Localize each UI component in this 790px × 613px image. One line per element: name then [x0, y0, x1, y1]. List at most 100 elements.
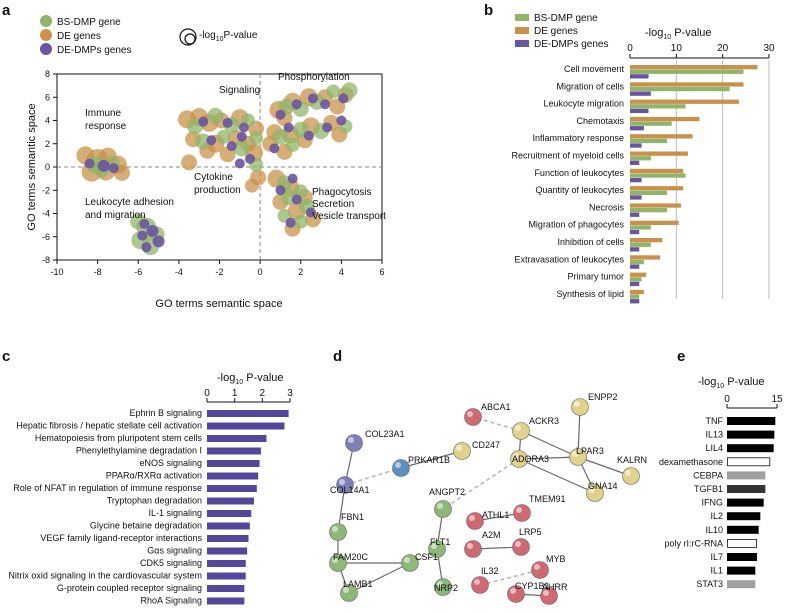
node-label: ABCA1 — [481, 402, 511, 412]
point-dedmp — [146, 224, 159, 237]
a-ytick-label: -2 — [42, 185, 50, 195]
a-xtick-label: 0 — [258, 267, 263, 277]
node-label: LPAR3 — [576, 446, 604, 456]
b-bar-dedmp — [630, 212, 640, 217]
legend-b-swatch-bs — [515, 14, 529, 21]
c-bar — [207, 547, 248, 555]
legend-a-swatch-de — [40, 29, 52, 41]
panel-label-a: a — [2, 2, 11, 19]
node-ackr3 — [512, 422, 530, 440]
c-xtick-label: 3 — [287, 388, 293, 399]
node-highlight — [437, 581, 443, 587]
b-bar-de — [630, 203, 681, 208]
node-label: A2M — [482, 530, 501, 540]
annot-cytokine-2: production — [194, 185, 241, 196]
node-highlight — [343, 587, 349, 593]
b-bar-bs — [630, 225, 651, 230]
b-bar-de — [630, 238, 663, 243]
e-bar-black — [727, 498, 764, 507]
b-category-label: Cell movement — [564, 64, 625, 74]
e-bar-black — [727, 525, 759, 534]
node-highlight — [513, 453, 519, 459]
b-bar-bs — [630, 173, 686, 178]
node-cd247 — [453, 442, 471, 460]
c-bar — [207, 422, 285, 430]
a-y-ticks: -8 -6 -4 -2 0 2 4 6 8 — [42, 69, 57, 265]
node-label: COL23A1 — [365, 429, 405, 439]
node-highlight — [332, 526, 338, 532]
c-bar — [207, 572, 246, 580]
network-edge — [518, 458, 596, 494]
node-tmem91 — [513, 504, 531, 522]
a-ytick-label: 4 — [45, 116, 50, 126]
node-highlight — [510, 588, 516, 594]
b-category-label: Necrosis — [589, 202, 625, 212]
annot-immune-2: response — [85, 121, 127, 132]
b-xtick-label: 10 — [671, 43, 683, 54]
e-bar-black — [727, 417, 776, 425]
b-category-label: Primary tumor — [567, 272, 624, 282]
node-highlight — [516, 507, 522, 513]
b-category-label: Function of leukocytes — [534, 168, 624, 178]
bar-chart-b: 0 10 20 30 Cell movement Migration of cells Le… — [511, 43, 775, 304]
node-highlight — [469, 515, 475, 521]
point-dedmp — [338, 93, 349, 104]
a-ytick-label: 0 — [45, 162, 50, 172]
e-bar-open — [727, 457, 771, 467]
legend-a: BS-DMP gene DE genes DE-DMPs genes -log1… — [40, 15, 258, 56]
network-edge — [344, 467, 402, 486]
node-angpt2 — [434, 500, 452, 518]
b-bar-bs — [630, 69, 744, 74]
panel-label-c: c — [2, 348, 10, 365]
point-dedmp — [206, 135, 217, 146]
node-label: COL14A1 — [330, 485, 370, 495]
c-bar — [207, 585, 245, 592]
b-bar-bs — [630, 294, 640, 299]
c-bar — [207, 510, 252, 517]
b-category-label: Synthesis of lipid — [556, 289, 624, 299]
network-edge — [577, 456, 632, 477]
c-category-label: RhoA Signaling — [140, 596, 202, 606]
a-xtick-label: -10 — [50, 267, 63, 277]
node-label: AHRR — [542, 582, 568, 592]
b-bar-de — [630, 186, 684, 191]
node-label: CD247 — [472, 440, 500, 450]
a-x-ticks: -10 -8 -6 -4 -2 0 2 4 6 — [50, 260, 385, 277]
e-category-label: IFNG — [702, 498, 724, 508]
a-ytick-label: -8 — [42, 255, 50, 265]
e-bar-gray — [727, 580, 756, 589]
point-bs — [326, 84, 341, 99]
c-xtick-label: 0 — [204, 388, 210, 399]
c-bar — [207, 410, 289, 417]
legend-a-swatch-bs — [40, 15, 52, 27]
point-bs — [293, 214, 308, 229]
node-label: FAM20C — [333, 552, 369, 562]
protein-network: COL23A1 COL14A1 PRKAR1B CD247 ABCA1 ACKR3 ENPP… — [329, 392, 647, 605]
network-edge — [518, 456, 579, 460]
b-category-label: Extravasation of leukocytes — [514, 254, 624, 264]
point-bs — [233, 140, 250, 157]
e-category-label: poly rI:rC-RNA — [664, 538, 723, 548]
c-category-label: PPARα/RXRα activation — [106, 471, 202, 481]
node-label: GNA14 — [588, 481, 618, 491]
c-category-label: Phenylethylamine degradation I — [76, 446, 202, 456]
legend-a-de: DE genes — [57, 31, 101, 42]
b-xtick-label: 0 — [627, 43, 633, 54]
node-highlight — [589, 487, 595, 493]
node-label: LRP5 — [519, 527, 542, 537]
e-bar-black — [727, 566, 756, 575]
c-category-label: Glycine betaine degradation — [90, 521, 202, 531]
b-bar-dedmp — [630, 299, 640, 304]
point-dedmp — [226, 141, 237, 152]
e-bar-black — [727, 430, 775, 439]
b-bar-de — [630, 65, 758, 70]
node-enpp2 — [571, 398, 589, 416]
point-de — [245, 178, 259, 193]
point-dedmp — [97, 159, 110, 172]
c-category-label: Role of NFAT in regulation of immune res… — [13, 483, 202, 493]
e-bar-black — [727, 444, 774, 453]
point-dedmp — [269, 143, 280, 154]
node-label: MYB — [546, 554, 566, 564]
b-bar-dedmp — [630, 247, 640, 252]
